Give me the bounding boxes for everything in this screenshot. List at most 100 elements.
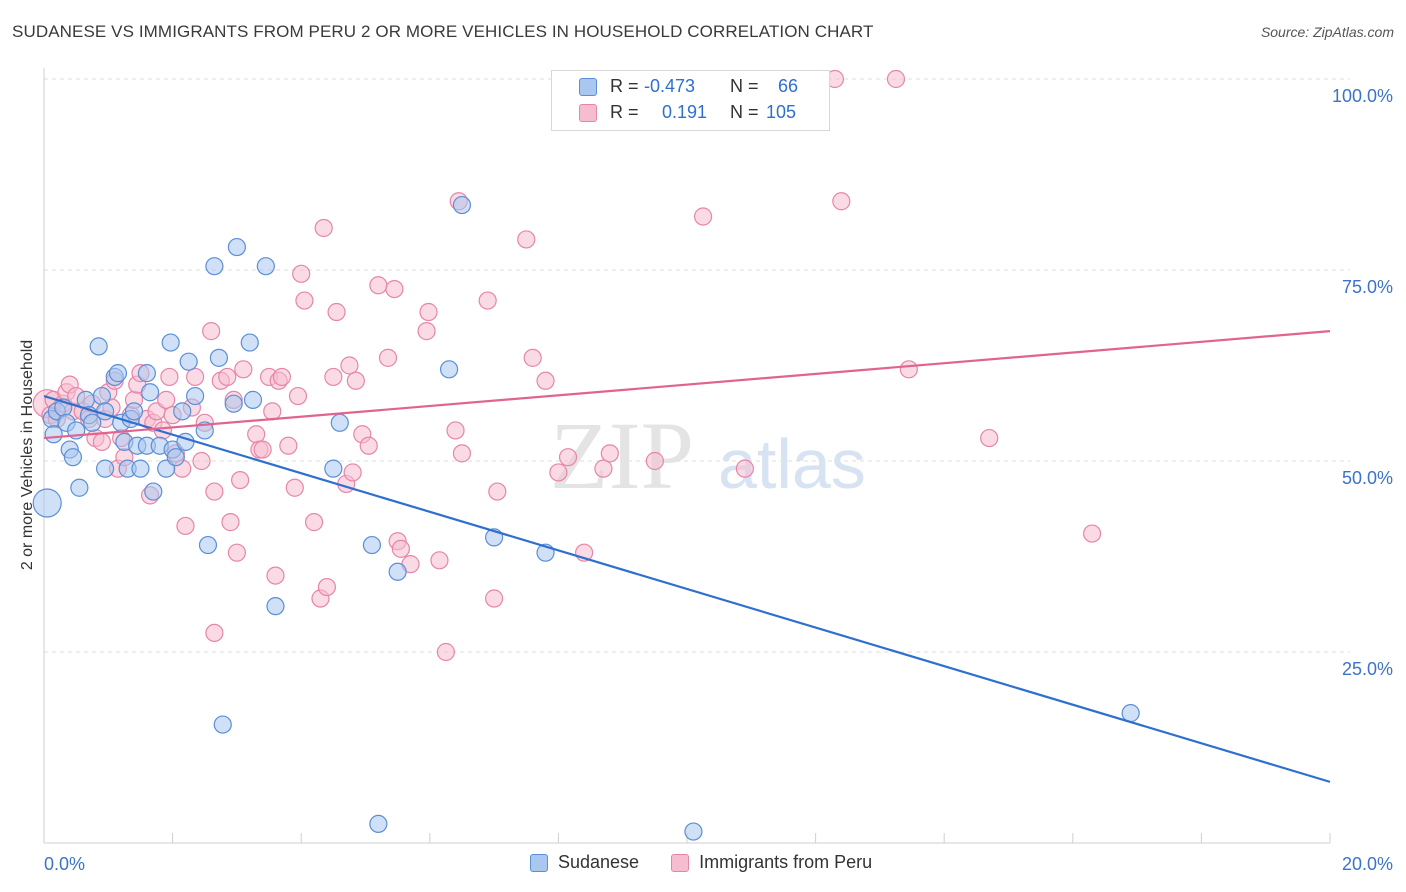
peru-point-83 [430,551,449,570]
peru-point-99 [645,451,664,471]
sudanese-point-40 [198,535,218,555]
y-tick-label-0: 25.0% [1342,659,1393,679]
sudanese-point-54 [388,562,407,581]
sudanese-r-label: R = [610,76,639,96]
watermark: ZIP atlas [550,402,866,509]
peru-point-100 [693,207,713,226]
peru-point-98 [600,444,619,463]
source-label: Source: ZipAtlas.com [1260,24,1394,40]
peru-point-57 [272,367,292,387]
series-legend: Sudanese Immigrants from Peru [530,852,904,873]
sudanese-point-55 [439,360,459,379]
axes [43,68,1331,844]
peru-point-72 [346,371,365,390]
sudanese-swatch [579,78,597,96]
peru-point-90 [488,482,507,501]
sudanese-point-59 [684,822,703,841]
peru-point-49 [234,360,253,379]
peru-point-61 [292,264,311,283]
peru-point-58 [279,436,298,455]
sudanese-point-32 [161,333,180,352]
sudanese-point-50 [324,459,343,478]
sudanese-point-7 [63,448,83,467]
stats-legend: R = -0.473 N = 66 R = 0.191 N = 105 [551,70,830,131]
peru-point-81 [417,322,436,341]
peru-point-48 [231,471,250,490]
peru-point-85 [446,421,465,440]
x-tick-label-1: 20.0% [1342,854,1393,874]
sudanese-point-27 [137,364,156,383]
peru-point-54 [263,402,282,421]
sudanese-point-9 [70,478,89,497]
peru-point-106 [980,428,999,448]
series-sudanese-points [32,195,1140,841]
peru-point-65 [314,218,333,238]
peru-point-45 [221,513,240,532]
y-tick-label-2: 75.0% [1342,277,1393,297]
sudanese-point-15 [95,459,115,478]
x-tick-label-0: 0.0% [44,854,85,874]
sudanese-point-44 [224,394,243,413]
sudanese-point-56 [452,195,472,215]
peru-point-66 [317,577,337,597]
sudanese-point-12 [83,413,102,432]
sudanese-point-39 [195,421,214,440]
sudanese-n-label: N = [730,76,759,96]
sudanese-point-52 [362,535,382,555]
sudanese-point-60 [1121,704,1140,723]
sudanese-point-48 [256,257,275,276]
peru-point-88 [478,291,497,310]
peru-point-92 [523,348,542,367]
peru-point-76 [378,348,398,367]
peru-n-label: N = [730,102,759,122]
peru-r-value: 0.191 [662,102,708,122]
sudanese-r-value: -0.473 [644,76,696,96]
chart-title: SUDANESE VS IMMIGRANTS FROM PERU 2 OR MO… [12,22,874,41]
sudanese-point-41 [205,257,224,276]
peru-point-77 [385,280,404,299]
legend-swatch-peru [671,853,690,872]
sudanese-point-47 [243,390,263,409]
sudanese-point-46 [240,333,259,352]
peru-point-89 [485,589,504,608]
peru-point-95 [558,448,578,467]
peru-point-87 [452,444,472,463]
sudanese-point-13 [89,337,108,356]
peru-point-42 [205,623,224,643]
sudanese-point-28 [140,383,160,402]
peru-point-105 [899,360,918,379]
peru-point-13 [92,432,111,451]
sudanese-point-25 [131,459,150,478]
peru-point-94 [549,463,568,482]
tick-labels: 25.0% 50.0% 75.0% 100.0% 0.0% 20.0% [44,86,1393,874]
series-peru-points [32,69,1102,662]
legend-item-peru: Immigrants from Peru [671,852,872,873]
sudanese-point-0 [32,488,62,518]
sudanese-point-38 [186,386,205,406]
peru-point-79 [391,539,410,558]
legend-swatch-sudanese [530,853,548,872]
peru-point-71 [343,463,362,482]
sudanese-point-34 [166,448,185,467]
peru-point-47 [227,543,246,562]
peru-point-31 [160,367,179,387]
peru-point-41 [205,482,224,501]
peru-point-35 [176,516,195,536]
peru-point-44 [218,367,237,387]
sudanese-point-53 [369,814,388,834]
peru-point-84 [436,642,455,662]
peru-point-68 [327,302,346,322]
peru-point-55 [266,566,285,585]
peru-point-67 [324,367,343,387]
peru-trendline [43,330,1331,440]
sudanese-point-49 [266,597,285,616]
peru-point-52 [253,440,272,459]
sudanese-point-37 [179,352,198,371]
peru-point-60 [288,386,308,406]
peru-point-82 [419,302,438,322]
sudanese-n-value: 66 [778,76,799,96]
y-tick-label-1: 50.0% [1342,468,1393,488]
peru-point-101 [735,459,754,478]
peru-point-97 [594,459,613,478]
